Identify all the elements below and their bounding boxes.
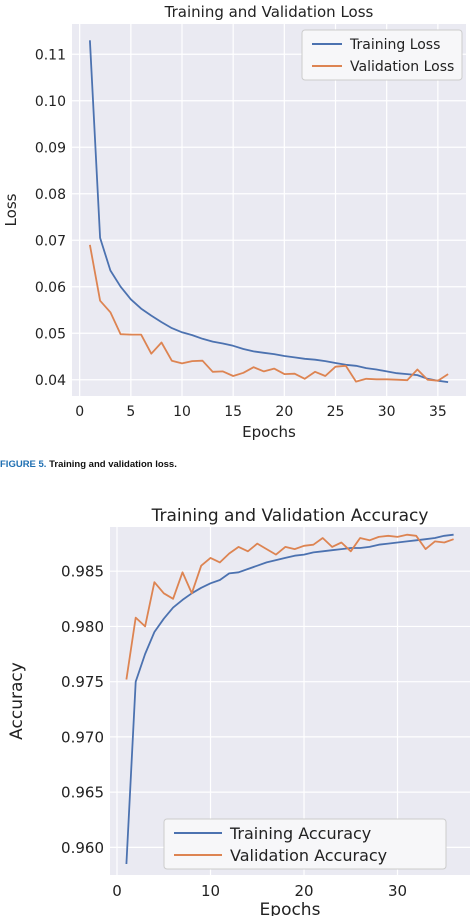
acc-series-validation-line (125, 533, 454, 680)
accuracy-chart: 0 10 20 30 0.960 0.965 0.970 0.975 0.980 0.985 Tra… (0, 495, 474, 920)
acc-legend-box (163, 818, 447, 870)
accuracy-chart-svg: 0 10 20 30 0.960 0.965 0.970 0.975 0.980 0.985 Tra… (7, 506, 470, 920)
loss-title: Training and Validation Loss (164, 3, 374, 21)
loss-x-tick-label: 30 (378, 404, 396, 420)
figure-label: FIGURE 5. (0, 459, 47, 470)
loss-x-tick-label: 35 (429, 404, 447, 420)
loss-x-tick-label: 20 (275, 404, 293, 420)
loss-legend-box (301, 29, 463, 81)
loss-y-tick-label: 0.05 (35, 326, 66, 342)
loss-x-tick-label: 15 (224, 404, 242, 420)
acc-plot-area (110, 527, 470, 875)
acc-x-tick-label: 0 (112, 882, 122, 900)
loss-x-axis-label: Epochs (242, 423, 296, 441)
loss-x-tick-label: 10 (173, 404, 191, 420)
loss-y-tick-label: 0.09 (35, 140, 66, 156)
acc-y-tick-label: 0.970 (61, 728, 104, 746)
acc-title: Training and Validation Accuracy (151, 506, 429, 526)
acc-y-tick-label: 0.960 (61, 839, 104, 857)
acc-x-tick-label: 20 (294, 882, 313, 900)
acc-series-training-line (125, 533, 454, 865)
acc-y-tick-label: 0.975 (61, 673, 104, 691)
acc-legend-label-training: Training Accuracy (229, 824, 371, 843)
loss-chart-svg: 0 5 10 15 20 25 30 35 0.04 0.05 0.06 0.07 0.08 0.09 0.… (2, 3, 466, 441)
acc-x-axis-label: Epochs (260, 900, 321, 916)
loss-legend-label-validation: Validation Loss (350, 59, 454, 75)
loss-y-axis-label: Loss (2, 193, 20, 226)
acc-x-tick-label: 30 (388, 882, 407, 900)
acc-y-tick-label: 0.985 (61, 563, 104, 581)
loss-y-tick-label: 0.10 (35, 94, 66, 110)
figure-caption-text: Training and validation loss. (49, 459, 177, 470)
loss-y-tick-label: 0.08 (35, 187, 66, 203)
acc-y-tick-label: 0.980 (61, 618, 104, 636)
loss-series-training-line (89, 40, 449, 383)
loss-y-tick-label: 0.11 (35, 47, 66, 63)
loss-y-tick-label: 0.07 (35, 233, 66, 249)
acc-y-axis-label: Accuracy (7, 662, 27, 740)
loss-chart: 0 5 10 15 20 25 30 35 0.04 0.05 0.06 0.07 0.08 0.09 0.… (0, 0, 474, 455)
loss-series-validation-line (89, 244, 449, 383)
loss-x-tick-label: 25 (327, 404, 345, 420)
loss-legend-label-training: Training Loss (349, 37, 440, 53)
loss-y-tick-label: 0.04 (35, 373, 66, 389)
acc-y-tick-label: 0.965 (61, 784, 104, 802)
loss-x-tick-label: 0 (75, 404, 84, 420)
figure-caption: FIGURE 5. Training and validation loss. (0, 459, 177, 470)
loss-y-tick-label: 0.06 (35, 280, 66, 296)
acc-x-tick-label: 10 (201, 882, 220, 900)
loss-x-tick-label: 5 (126, 404, 135, 420)
acc-legend-label-validation: Validation Accuracy (230, 846, 387, 865)
